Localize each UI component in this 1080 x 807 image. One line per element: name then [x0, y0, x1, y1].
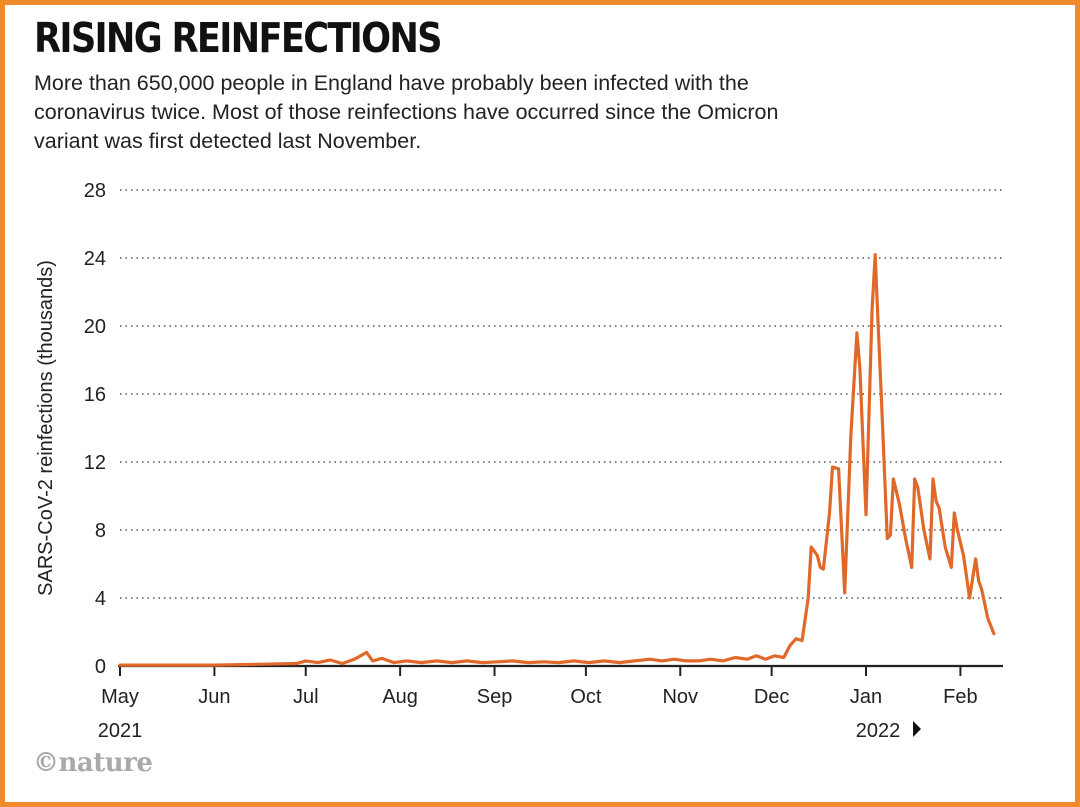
subtitle-line: More than 650,000 people in England have…: [34, 71, 749, 95]
x-tick-label: Oct: [570, 686, 602, 708]
chart-title: RISING REINFECTIONS: [34, 14, 443, 62]
nature-logo: ©nature: [33, 748, 153, 778]
y-axis-ticks: 0 4 8 12 16 20 24 28: [84, 180, 106, 678]
x-tick-label: May: [101, 686, 139, 708]
x-tick-label: Jul: [293, 686, 319, 708]
x-tick-label: Feb: [943, 686, 977, 708]
subtitle-line: coronavirus twice. Most of those reinfec…: [34, 100, 779, 124]
y-tick-label: 12: [84, 452, 106, 474]
x-axis: May Jun Jul Aug Sep Oct Nov Dec Jan Feb 2021 2022: [98, 664, 1003, 742]
y-tick-label: 4: [95, 588, 106, 610]
y-tick-label: 28: [84, 180, 106, 202]
series-points: [119, 254, 994, 666]
year-label: 2022: [856, 720, 901, 742]
x-tick-label: Nov: [662, 686, 698, 708]
x-tick-label: Aug: [382, 686, 418, 708]
x-tick-label: Jun: [198, 686, 230, 708]
x-tick-label: Dec: [754, 686, 790, 708]
y-tick-label: 20: [84, 316, 106, 338]
chart-subtitle: More than 650,000 people in England have…: [34, 69, 1034, 156]
y-axis-label: SARS-CoV-2 reinfections (thousands): [35, 260, 57, 596]
x-tick-label: Jan: [850, 686, 882, 708]
year-label: 2021: [98, 720, 143, 742]
grid-lines: [120, 189, 1003, 599]
y-tick-label: 8: [95, 520, 106, 542]
year-arrow-icon: [913, 721, 922, 737]
x-tick-label: Sep: [477, 686, 513, 708]
y-tick-label: 16: [84, 384, 106, 406]
y-tick-label: 0: [95, 656, 106, 678]
series-line-reinfections: [118, 253, 996, 667]
y-tick-label: 24: [84, 248, 106, 270]
subtitle-line: variant was first detected last November…: [34, 129, 422, 153]
